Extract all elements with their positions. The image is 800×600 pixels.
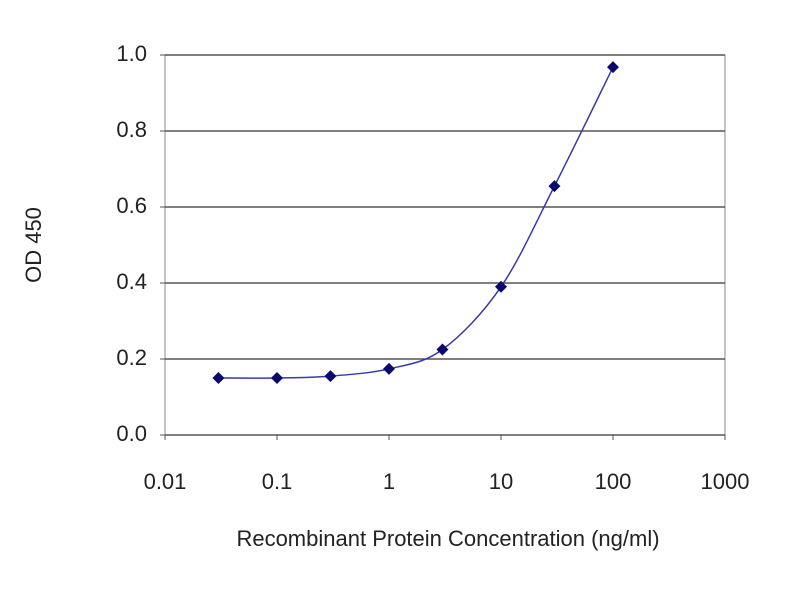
marker bbox=[607, 61, 619, 74]
marker bbox=[324, 370, 337, 383]
x-axis-label: Recombinant Protein Concentration (ng/ml… bbox=[236, 526, 659, 551]
y-tick-label: 1.0 bbox=[116, 41, 147, 66]
y-axis-label: OD 450 bbox=[21, 207, 46, 283]
y-tick-label: 0.4 bbox=[116, 269, 147, 294]
marker bbox=[495, 280, 507, 293]
marker bbox=[436, 343, 449, 356]
y-tick-label: 0.2 bbox=[116, 345, 147, 370]
x-tick-label: 10 bbox=[489, 469, 513, 494]
y-tick-label: 0.8 bbox=[116, 117, 147, 142]
marker bbox=[383, 362, 395, 375]
marker bbox=[212, 372, 225, 384]
y-tick-label: 0.0 bbox=[116, 421, 147, 446]
y-tick-label: 0.6 bbox=[116, 193, 147, 218]
x-tick-label: 0.1 bbox=[262, 469, 293, 494]
x-tick-label: 100 bbox=[595, 469, 632, 494]
x-tick-label: 1 bbox=[383, 469, 395, 494]
plot-area bbox=[164, 54, 726, 436]
x-tick-label: 0.01 bbox=[144, 469, 187, 494]
marker bbox=[548, 180, 561, 193]
x-tick-label: 1000 bbox=[701, 469, 750, 494]
marker bbox=[271, 372, 283, 384]
